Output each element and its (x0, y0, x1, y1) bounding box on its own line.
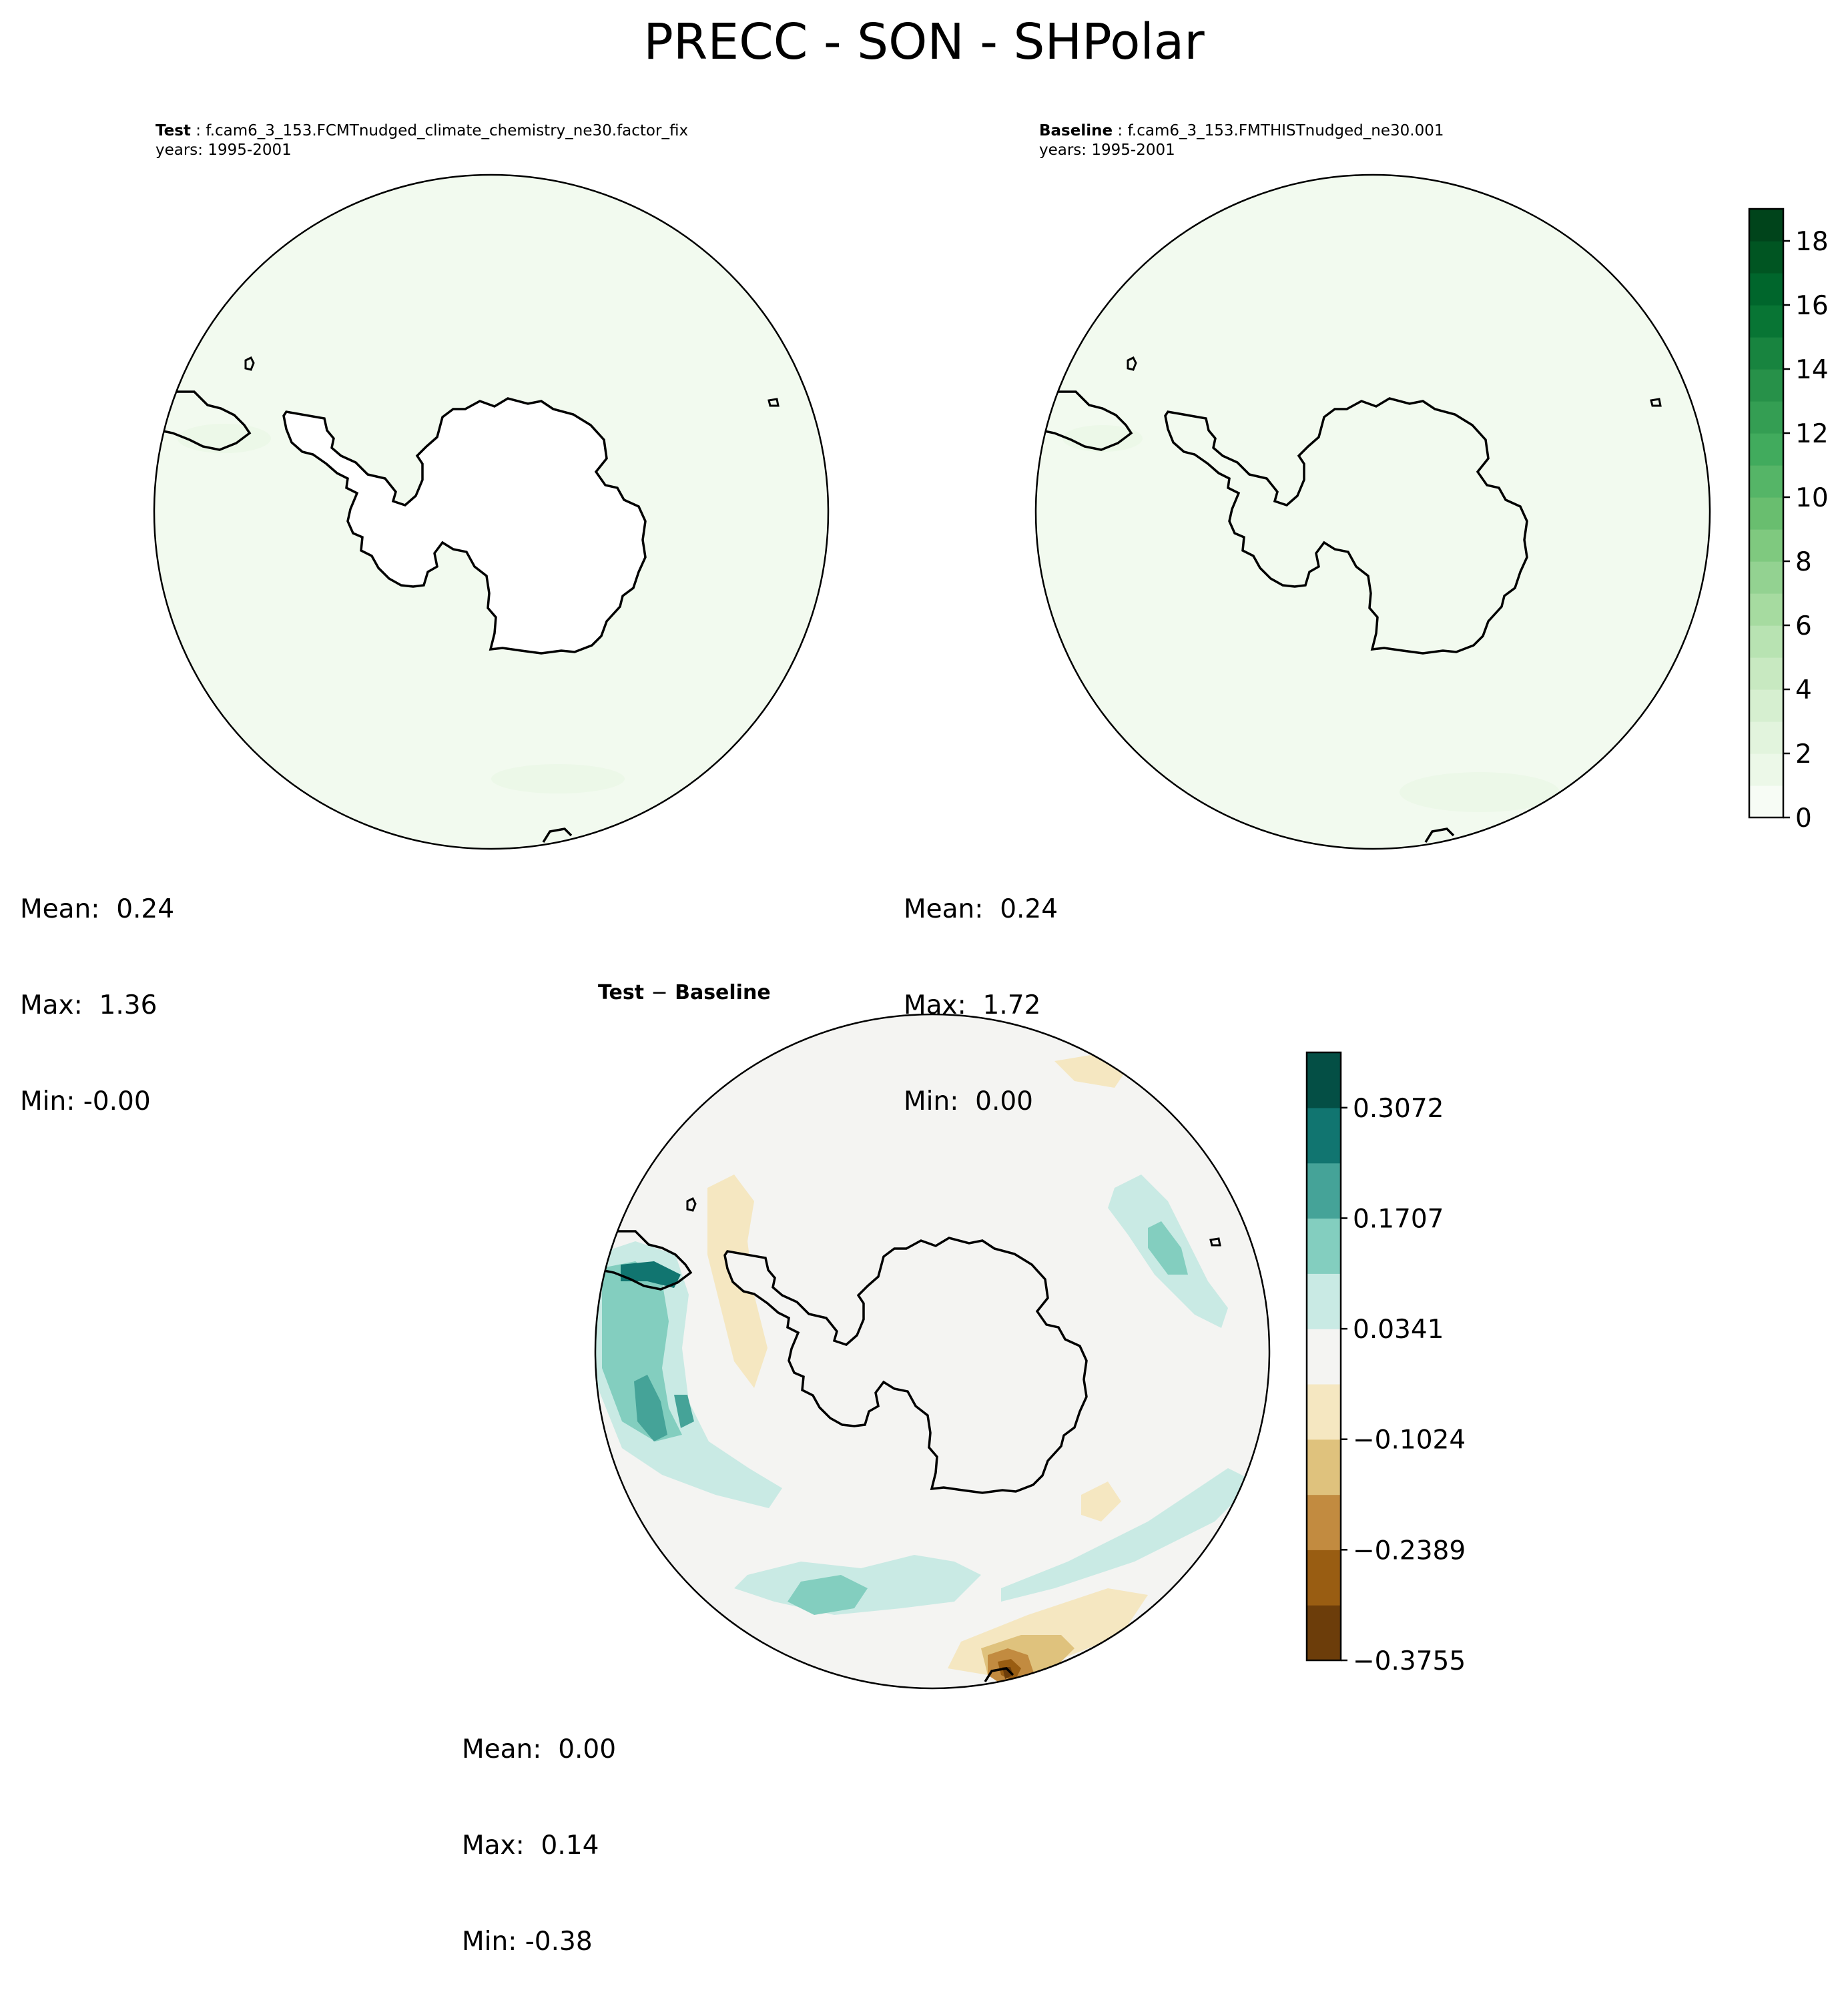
test-coast-newzealand (542, 827, 573, 843)
diff-stat-mean: Mean: 0.00 (462, 1734, 617, 1764)
main-colorbar-swatch (1749, 593, 1783, 626)
main-colorbar-tick-label: 16 (1795, 291, 1829, 321)
test-label: Test (156, 122, 191, 139)
main-colorbar-swatch (1749, 753, 1783, 786)
baseline-field-patch (1062, 425, 1143, 452)
diff-colorbar-swatch (1307, 1494, 1341, 1550)
diff-anomaly-negative (1002, 1667, 1013, 1679)
diff-colorbar-swatch (1307, 1439, 1341, 1496)
baseline-coast-newzealand (1424, 827, 1455, 843)
main-colorbar-tick-label: 12 (1795, 419, 1829, 449)
baseline-map-boundary (1034, 174, 1711, 850)
main-colorbar-swatch (1749, 305, 1783, 338)
figure-title: PRECC - SON - SHPolar (643, 13, 1205, 71)
diff-stats: Mean: 0.00 Max: 0.14 Min: -0.38 (462, 1670, 616, 1990)
main-colorbar-tick-label: 0 (1795, 803, 1812, 834)
main-colorbar-frame (1748, 208, 1785, 819)
diff-title-baseline: Baseline (675, 981, 771, 1004)
test-field-patch (491, 764, 625, 793)
diff-anomaly-positive (788, 1575, 868, 1615)
diff-colorbar-swatch (1307, 1550, 1341, 1606)
diff-title: Test − Baseline (598, 981, 771, 1004)
baseline-case-header: Baseline : f.cam6_3_153.FMTHISTnudged_ne… (1039, 122, 1444, 159)
test-years: years: 1995-2001 (156, 141, 292, 159)
baseline-label: Baseline (1039, 122, 1113, 139)
diff-colorbar-swatch (1307, 1383, 1341, 1440)
main-colorbar: 0 2 4 6 8 10 12 14 16 18 (1748, 208, 1829, 834)
main-colorbar-swatch (1749, 785, 1783, 818)
diff-anomaly-negative (1081, 1481, 1121, 1522)
diff-map-boundary (594, 1013, 1271, 1690)
main-colorbar-swatch (1749, 625, 1783, 658)
diff-stat-min: Min: -0.38 (462, 1927, 593, 1957)
main-colorbar-swatch (1749, 273, 1783, 306)
baseline-field-patch (1400, 772, 1560, 812)
diff-colorbar-swatch (1307, 1605, 1341, 1661)
diff-colorbar-swatch (1307, 1107, 1341, 1164)
main-colorbar-tick-label: 2 (1795, 739, 1812, 769)
main-colorbar-swatch (1749, 241, 1783, 274)
main-colorbar-swatch (1749, 465, 1783, 498)
test-case-name: f.cam6_3_153.FCMTnudged_climate_chemistr… (206, 122, 689, 139)
main-colorbar-swatch (1749, 497, 1783, 530)
diff-title-sep: − (651, 981, 668, 1004)
main-colorbar-tick-label: 4 (1795, 675, 1812, 705)
main-colorbar-swatch (1749, 209, 1783, 242)
diff-colorbar-tick-label: −0.2389 (1353, 1536, 1466, 1566)
diff-colorbar-tick-label: 0.0341 (1353, 1315, 1444, 1345)
diff-colorbar-frame (1305, 1051, 1342, 1662)
main-colorbar-swatch (1749, 433, 1783, 466)
baseline-stat-mean: Mean: 0.24 (904, 894, 1058, 924)
baseline-stat-min: Min: 0.00 (904, 1086, 1033, 1116)
test-stat-max: Max: 1.36 (20, 990, 158, 1020)
diff-colorbar-tick-label: −0.1024 (1353, 1425, 1466, 1455)
main-colorbar-swatch (1749, 689, 1783, 722)
main-colorbar-tick-label: 14 (1795, 355, 1829, 385)
baseline-case-name: f.cam6_3_153.FMTHISTnudged_ne30.001 (1127, 122, 1444, 139)
main-colorbar-tick-label: 18 (1795, 227, 1829, 257)
diff-map (594, 1013, 1271, 1690)
baseline-stats: Mean: 0.24 Max: 1.72 Min: 0.00 (904, 830, 1058, 1150)
diff-colorbar-tick-label: −0.3755 (1353, 1646, 1466, 1676)
main-colorbar-swatch (1749, 529, 1783, 562)
diff-colorbar: −0.3755 −0.2389 −0.1024 0.0341 0.1707 0.3072 (1305, 1051, 1466, 1676)
main-colorbar-swatch (1749, 657, 1783, 690)
baseline-stat-max: Max: 1.72 (904, 990, 1041, 1020)
diff-colorbar-swatch (1307, 1273, 1341, 1329)
diff-colorbar-tick-label: 0.1707 (1353, 1204, 1444, 1234)
diff-coast-newzealand (984, 1667, 1014, 1682)
baseline-map (1034, 174, 1711, 850)
test-case-header: Test : f.cam6_3_153.FCMTnudged_climate_c… (156, 122, 689, 159)
test-stat-mean: Mean: 0.24 (20, 894, 175, 924)
diff-colorbar-swatch (1307, 1163, 1341, 1219)
main-colorbar-tick-label: 6 (1795, 611, 1812, 641)
main-colorbar-tick-label: 10 (1795, 483, 1829, 513)
diff-colorbar-swatch (1307, 1052, 1341, 1108)
main-colorbar-swatch (1749, 337, 1783, 370)
diff-anomaly-positive (634, 1375, 694, 1441)
baseline-coast-islands (1127, 356, 1662, 407)
main-colorbar-tick-label: 8 (1795, 547, 1812, 577)
diff-anomaly-positive (1148, 1221, 1188, 1275)
main-colorbar-swatch (1749, 401, 1783, 434)
main-colorbar-swatch (1749, 721, 1783, 754)
figure-canvas: 0 2 4 6 8 10 12 14 16 18 −0.3755 −0.2389 −0.1024 0.0… (153, 174, 1829, 1690)
diff-coast-islands (686, 1197, 1221, 1247)
test-coast-islands (244, 356, 780, 407)
diff-colorbar-tick-label: 0.3072 (1353, 1094, 1444, 1124)
diff-colorbar-swatch (1307, 1218, 1341, 1274)
diff-colorbar-swatch (1307, 1329, 1341, 1385)
test-stat-min: Min: -0.00 (20, 1086, 151, 1116)
baseline-years: years: 1995-2001 (1039, 141, 1175, 159)
diff-title-test: Test (598, 981, 645, 1004)
test-map-boundary (153, 174, 830, 850)
diff-stat-max: Max: 0.14 (462, 1831, 599, 1861)
test-map (153, 174, 830, 850)
main-colorbar-swatch (1749, 369, 1783, 402)
diff-anomaly-positive (602, 1261, 682, 1441)
main-colorbar-swatch (1749, 561, 1783, 594)
test-stats: Mean: 0.24 Max: 1.36 Min: -0.00 (20, 830, 174, 1150)
diff-anomaly-positive (1001, 1468, 1255, 1602)
